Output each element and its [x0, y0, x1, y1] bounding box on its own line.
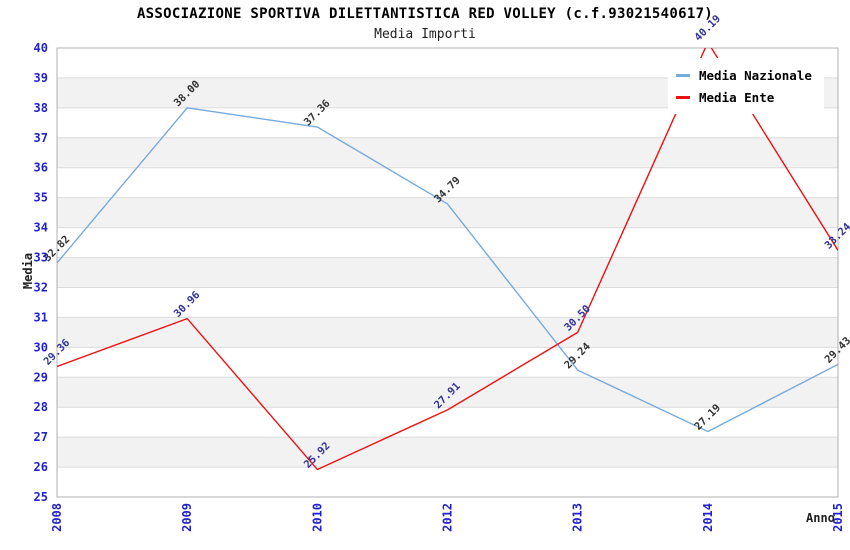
y-tick-label: 34 [34, 221, 48, 235]
y-axis-title: Media [21, 252, 35, 290]
x-tick-label: 2010 [310, 503, 324, 532]
plot-stripe [57, 167, 838, 198]
y-tick-label: 25 [34, 490, 48, 504]
y-tick-label: 32 [34, 280, 48, 294]
plot-stripe [57, 467, 838, 497]
plot-stripe [57, 437, 838, 468]
y-tick-label: 35 [34, 191, 48, 205]
plot-stripe [57, 347, 838, 378]
plot-stripe [57, 257, 838, 288]
chart-title: ASSOCIAZIONE SPORTIVA DILETTANTISTICA RE… [136, 6, 714, 22]
legend-item-media-nazionale: Media Nazionale [676, 64, 812, 86]
x-axis-title: Anno [806, 511, 835, 525]
plot-border [56, 47, 839, 498]
y-tick-label: 40 [34, 41, 48, 55]
y-tick-label: 31 [34, 310, 48, 324]
x-tick-label: 2013 [571, 503, 585, 532]
x-tick-label: 2014 [701, 503, 715, 532]
legend-swatch-media-ente [676, 95, 690, 99]
y-tick-label: 30 [34, 340, 48, 354]
plot-stripe [57, 227, 838, 258]
y-tick-label: 33 [34, 251, 48, 265]
legend-label-media-ente: Media Ente [699, 89, 775, 105]
x-tick-label: 2009 [180, 503, 194, 532]
y-tick-label: 36 [34, 161, 48, 175]
plot-stripe [57, 137, 838, 168]
legend-swatch-media-nazionale [676, 73, 690, 77]
x-tick-label: 2008 [50, 503, 64, 532]
plot-stripe [57, 377, 838, 408]
x-tick-label: 2012 [441, 503, 455, 532]
y-tick-label: 39 [34, 71, 48, 85]
legend: Media Nazionale Media Ente [668, 58, 824, 114]
plot-stripe [57, 197, 838, 228]
y-tick-label: 27 [34, 430, 48, 444]
y-tick-label: 26 [34, 460, 48, 474]
point-label-media-ente: 40.19 [692, 13, 723, 44]
x-tick-label: 2015 [831, 503, 845, 532]
series-lines [57, 48, 838, 471]
y-tick-label: 37 [34, 131, 48, 145]
plot-stripe [57, 287, 838, 318]
series-line-media-nazionale [57, 107, 838, 433]
legend-item-media-ente: Media Ente [676, 86, 812, 108]
y-tick-label: 38 [34, 101, 48, 115]
series-line-media-ente [57, 48, 838, 471]
plot-stripe [57, 317, 838, 348]
y-tick-label: 29 [34, 370, 48, 384]
chart-subtitle: Media Importi [374, 27, 476, 42]
y-tick-label: 28 [34, 400, 48, 414]
legend-label-media-nazionale: Media Nazionale [699, 67, 812, 83]
